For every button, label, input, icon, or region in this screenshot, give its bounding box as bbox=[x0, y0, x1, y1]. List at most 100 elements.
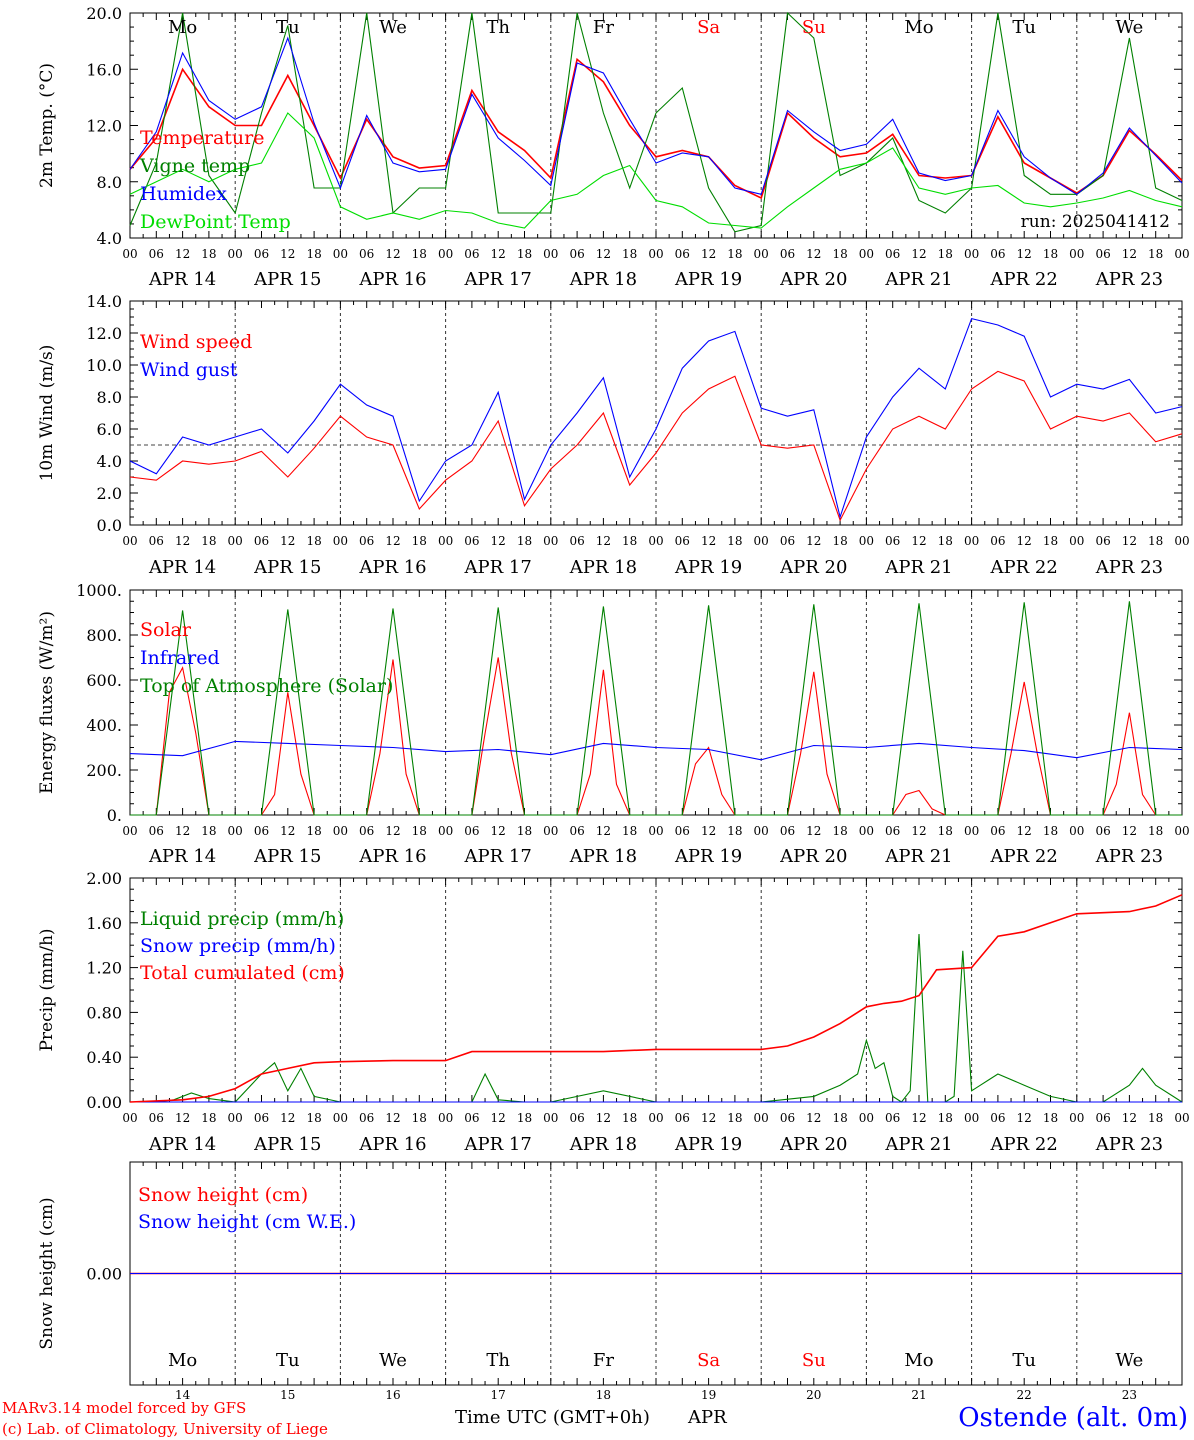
hour-tick-label: 00 bbox=[1174, 824, 1189, 838]
hour-tick-label: 06 bbox=[359, 1111, 374, 1125]
hour-tick-label: 00 bbox=[754, 534, 769, 548]
date-label: APR 23 bbox=[1095, 557, 1163, 578]
series-line bbox=[129, 11, 1183, 233]
hour-tick-label: 18 bbox=[832, 824, 847, 838]
hour-tick-label: 18 bbox=[412, 247, 427, 261]
series-line bbox=[129, 112, 1183, 229]
footer: MARv3.14 model forced by GFS (c) Lab. of… bbox=[2, 1399, 1188, 1438]
hour-tick-label: 18 bbox=[1148, 534, 1163, 548]
hour-tick-label: 12 bbox=[806, 1111, 821, 1125]
hour-tick-label: 00 bbox=[438, 824, 453, 838]
hour-tick-label: 18 bbox=[832, 247, 847, 261]
y-tick-label: 2.00 bbox=[86, 869, 122, 888]
hour-tick-label: 00 bbox=[438, 1111, 453, 1125]
date-label: APR 19 bbox=[674, 269, 742, 290]
hour-tick-label: 18 bbox=[622, 534, 637, 548]
hour-tick-label: 06 bbox=[149, 247, 164, 261]
date-label: APR 16 bbox=[358, 846, 426, 867]
run-label: run: 2025041412 bbox=[1021, 212, 1170, 232]
hour-tick-label: 18 bbox=[201, 534, 216, 548]
date-label: APR 16 bbox=[358, 1134, 426, 1155]
hour-tick-label: 00 bbox=[122, 1111, 137, 1125]
hour-tick-label: 12 bbox=[385, 1111, 400, 1125]
day-number-label: 21 bbox=[911, 1388, 926, 1402]
hour-tick-label: 06 bbox=[780, 824, 795, 838]
hour-tick-label: 12 bbox=[1122, 824, 1137, 838]
hour-tick-label: 06 bbox=[569, 247, 584, 261]
hour-tick-label: 00 bbox=[754, 1111, 769, 1125]
date-label: APR 23 bbox=[1095, 269, 1163, 290]
weekday-label: Tu bbox=[1012, 1350, 1036, 1371]
y-tick-label: 16.0 bbox=[86, 60, 122, 79]
hour-tick-label: 00 bbox=[964, 824, 979, 838]
weekday-label: Su bbox=[802, 17, 826, 38]
date-label: APR 14 bbox=[148, 1134, 216, 1155]
weekday-label: Sa bbox=[697, 1350, 720, 1371]
y-axis-label: Energy fluxes (W/m²) bbox=[37, 611, 57, 794]
legend-entry: Temperature bbox=[140, 127, 264, 149]
hour-tick-label: 00 bbox=[1069, 1111, 1084, 1125]
hour-tick-label: 06 bbox=[780, 534, 795, 548]
hour-tick-label: 18 bbox=[938, 534, 953, 548]
day-number-label: 16 bbox=[385, 1388, 400, 1402]
hour-tick-label: 12 bbox=[175, 1111, 190, 1125]
plot-frame bbox=[129, 300, 1183, 526]
date-label: APR 15 bbox=[253, 846, 321, 867]
hour-tick-label: 06 bbox=[990, 824, 1005, 838]
hour-tick-label: 00 bbox=[333, 534, 348, 548]
hour-tick-label: 12 bbox=[385, 824, 400, 838]
lab-credit: (c) Lab. of Climatology, University of L… bbox=[2, 1420, 328, 1438]
hour-tick-label: 18 bbox=[412, 824, 427, 838]
model-credit: MARv3.14 model forced by GFS bbox=[2, 1399, 246, 1417]
hour-tick-label: 00 bbox=[1069, 824, 1084, 838]
y-axis-label: Snow height (cm) bbox=[37, 1197, 57, 1349]
hour-tick-label: 06 bbox=[464, 1111, 479, 1125]
hour-tick-label: 18 bbox=[517, 824, 532, 838]
hour-tick-label: 00 bbox=[122, 824, 137, 838]
series-line bbox=[129, 57, 1183, 200]
hour-tick-label: 00 bbox=[333, 1111, 348, 1125]
hour-tick-label: 12 bbox=[596, 534, 611, 548]
hour-tick-label: 12 bbox=[806, 534, 821, 548]
hour-tick-label: 06 bbox=[1095, 534, 1110, 548]
hour-tick-label: 12 bbox=[806, 247, 821, 261]
y-tick-label: 1000. bbox=[76, 581, 122, 600]
weekday-label: We bbox=[1116, 17, 1144, 38]
legend-entry: Top of Atmosphere (Solar) bbox=[140, 675, 393, 697]
weekday-label: Tu bbox=[276, 17, 300, 38]
series-line bbox=[129, 370, 1183, 522]
hour-tick-label: 00 bbox=[122, 534, 137, 548]
hour-tick-label: 12 bbox=[701, 824, 716, 838]
date-label: APR 17 bbox=[464, 1134, 532, 1155]
hour-tick-label: 06 bbox=[780, 1111, 795, 1125]
hour-tick-label: 06 bbox=[885, 534, 900, 548]
legend-entry: Vigne temp bbox=[139, 155, 250, 177]
hour-tick-label: 00 bbox=[228, 534, 243, 548]
hour-tick-label: 18 bbox=[1043, 1111, 1058, 1125]
hour-tick-label: 12 bbox=[911, 534, 926, 548]
y-tick-label: 0.00 bbox=[86, 1093, 122, 1112]
weekday-label: Tu bbox=[276, 1350, 300, 1371]
hour-tick-label: 00 bbox=[1174, 247, 1189, 261]
hour-tick-label: 18 bbox=[517, 1111, 532, 1125]
legend-entry: Wind gust bbox=[140, 359, 238, 381]
series-line bbox=[130, 933, 1183, 1103]
hour-tick-label: 06 bbox=[464, 247, 479, 261]
weekday-label: Fr bbox=[593, 17, 614, 38]
hour-tick-label: 06 bbox=[254, 824, 269, 838]
hour-tick-label: 00 bbox=[648, 824, 663, 838]
hour-tick-label: 12 bbox=[596, 824, 611, 838]
weekday-label: Mo bbox=[168, 1350, 197, 1371]
hour-tick-label: 12 bbox=[701, 534, 716, 548]
hour-tick-label: 06 bbox=[149, 534, 164, 548]
hour-tick-label: 12 bbox=[175, 824, 190, 838]
hour-tick-label: 18 bbox=[938, 247, 953, 261]
hour-tick-label: 18 bbox=[306, 1111, 321, 1125]
hour-tick-label: 18 bbox=[412, 1111, 427, 1125]
hour-tick-label: 12 bbox=[1017, 534, 1032, 548]
hour-tick-label: 18 bbox=[201, 1111, 216, 1125]
hour-tick-label: 00 bbox=[228, 1111, 243, 1125]
legend-entry: Total cumulated (cm) bbox=[140, 962, 345, 984]
y-tick-label: 6.0 bbox=[97, 420, 122, 439]
